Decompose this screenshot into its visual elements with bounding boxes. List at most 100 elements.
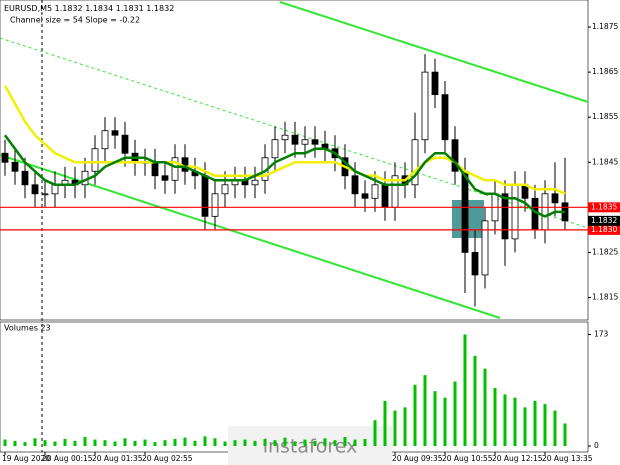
y-tick-label: 1.1875 [592, 22, 618, 31]
volume-bar [503, 394, 507, 446]
volume-title: Volumes 23 [4, 324, 51, 333]
candle-body [411, 139, 419, 186]
x-tick-label: 20 Aug 09:35 [392, 454, 443, 463]
volume-bar [103, 440, 107, 446]
volume-bar [253, 440, 257, 446]
candle-body [461, 170, 469, 253]
volume-bar [273, 440, 277, 446]
candle-body [201, 175, 209, 217]
volume-tick-label: 173 [594, 330, 609, 339]
y-tick-label: 1.1815 [592, 292, 618, 301]
candle-body [431, 71, 439, 96]
candle-body [421, 71, 429, 141]
candle-body [121, 134, 129, 154]
candle-body [441, 94, 449, 141]
candle-body [171, 157, 179, 181]
volume-bar [53, 441, 57, 446]
volume-tick-label: 0 [594, 441, 599, 450]
volume-bar [283, 437, 287, 446]
volume-bar [483, 368, 487, 446]
watermark: instaforex [263, 436, 358, 458]
candle-body [471, 251, 479, 276]
volume-bar [423, 375, 427, 446]
volume-bar [533, 400, 537, 446]
volume-bar [23, 442, 27, 446]
volume-bar [553, 410, 557, 446]
volume-bar [323, 438, 327, 446]
ohlc-value: 1.1832 [55, 4, 83, 13]
volume-bar [223, 441, 227, 446]
volume-bar [293, 441, 297, 446]
volume-bar [403, 407, 407, 446]
volume-bar [43, 440, 47, 446]
candle-body [221, 184, 229, 195]
volume-bar [83, 436, 87, 446]
candle-body [311, 139, 319, 145]
volume-bar [143, 439, 147, 446]
volume-bar [393, 410, 397, 446]
ohlc-value: 1.1832 [146, 4, 174, 13]
ohlc-value: 1.1831 [116, 4, 144, 13]
volume-bar [563, 423, 567, 446]
candle-body [351, 175, 359, 195]
volume-bar [193, 440, 197, 446]
channel-line [279, 1, 589, 103]
x-tick-label: 20 Aug 02:55 [142, 454, 193, 463]
candle-body [161, 175, 169, 181]
candle-body [251, 179, 259, 186]
moving-average [3, 85, 566, 195]
volume-bar [383, 400, 387, 446]
header-ohlc: 1.1832 1.1834 1.1831 1.1832 [55, 4, 175, 13]
candle-body [1, 152, 9, 163]
symbol-name: EURUSD,M5 [4, 4, 52, 13]
volume-bar [343, 436, 347, 446]
volume-bar [313, 440, 317, 446]
y-tick-label: 1.1825 [592, 247, 618, 256]
volume-bar [13, 440, 17, 446]
volume-bar [203, 436, 207, 446]
volume-bar [513, 397, 517, 446]
volume-bar [63, 438, 67, 446]
candle-body [41, 193, 49, 196]
volume-bar [133, 440, 137, 446]
candle-body [361, 193, 369, 199]
volume-bar [303, 439, 307, 446]
last-price-label: 1.1832 [591, 216, 617, 225]
y-tick-label: 1.1845 [592, 157, 618, 166]
candle-body [371, 184, 379, 199]
price-pane [0, 0, 589, 321]
candle-body [281, 134, 289, 141]
volume-bar [113, 441, 117, 446]
volume-bar [243, 439, 247, 446]
volume-bar [333, 440, 337, 446]
symbol: EURUSD,M5 1.1832 1.1834 1.1831 1.1832 [4, 4, 174, 13]
volume-bar [413, 384, 417, 446]
volume-bar [543, 404, 547, 446]
channel-mid [0, 37, 589, 229]
candle-body [111, 130, 119, 136]
volume-bar [433, 391, 437, 446]
last-price-box [588, 215, 620, 226]
candle-body [21, 170, 29, 186]
candle-body [551, 193, 559, 204]
candle-body [91, 148, 99, 172]
volume-bar [363, 438, 367, 446]
level-label: 1.1830 [591, 225, 617, 234]
volume-bar [453, 381, 457, 446]
candle-body [211, 193, 219, 217]
volume-bar [353, 439, 357, 446]
level-label-box [588, 202, 620, 213]
volume-bar [123, 438, 127, 446]
volume-bar [33, 438, 37, 446]
x-tick-label: 20 Aug 12:15 [492, 454, 543, 463]
x-tick-label: 20 Aug 10:55 [442, 454, 493, 463]
candle-body [301, 139, 309, 145]
volume-bar [73, 440, 77, 446]
x-tick-label: 19 Aug 2020 [2, 454, 50, 463]
volume-bar [443, 397, 447, 446]
volume-bar [263, 438, 267, 446]
candle-body [101, 130, 109, 150]
candle-body [501, 193, 509, 240]
candle-body [381, 184, 389, 208]
